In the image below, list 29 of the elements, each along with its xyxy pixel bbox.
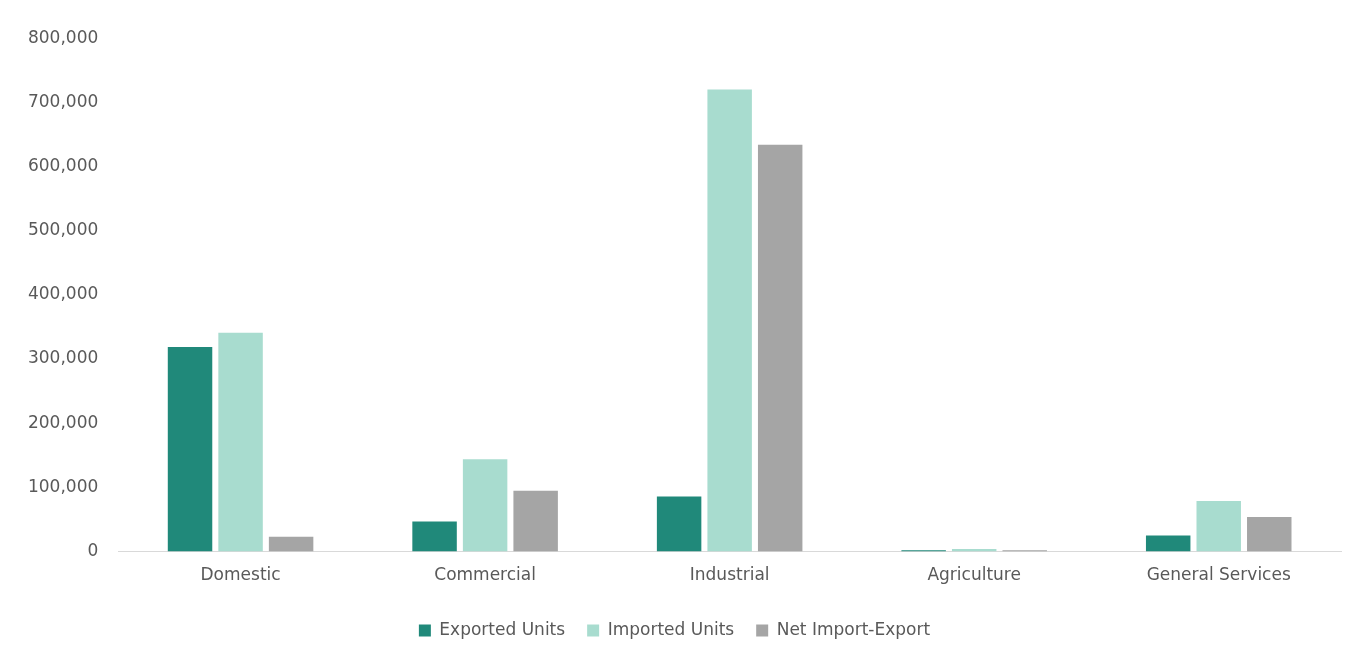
legend-label: Net Import-Export [776, 618, 931, 639]
x-tick-label: Industrial [689, 564, 770, 585]
x-tick-label: Commercial [434, 564, 536, 585]
y-tick-label: 500,000 [27, 219, 99, 240]
y-tick-label: 300,000 [27, 347, 99, 368]
x-tick-label: Agriculture [927, 564, 1021, 585]
bar [167, 346, 213, 552]
x-tick-label: Domestic [200, 564, 281, 585]
bar [268, 536, 314, 552]
y-tick-label: 800,000 [27, 26, 99, 47]
bar [513, 490, 558, 552]
bar [1247, 516, 1292, 552]
y-tick-label: 200,000 [27, 411, 99, 432]
bar [1145, 535, 1191, 552]
y-tick-label: 100,000 [27, 475, 99, 496]
bar [656, 496, 702, 552]
bar [412, 521, 457, 552]
legend-label: Exported Units [439, 618, 566, 639]
x-tick-label: General Services [1146, 564, 1291, 585]
bar [1196, 500, 1241, 552]
bar [757, 144, 803, 552]
bar [707, 89, 752, 552]
legend-label: Imported Units [607, 618, 735, 639]
y-tick-label: 400,000 [27, 283, 99, 304]
y-tick-label: 700,000 [27, 90, 99, 111]
bar [218, 332, 263, 552]
bar [462, 459, 508, 552]
y-tick-label: 0 [87, 540, 99, 561]
y-tick-label: 600,000 [27, 154, 99, 175]
